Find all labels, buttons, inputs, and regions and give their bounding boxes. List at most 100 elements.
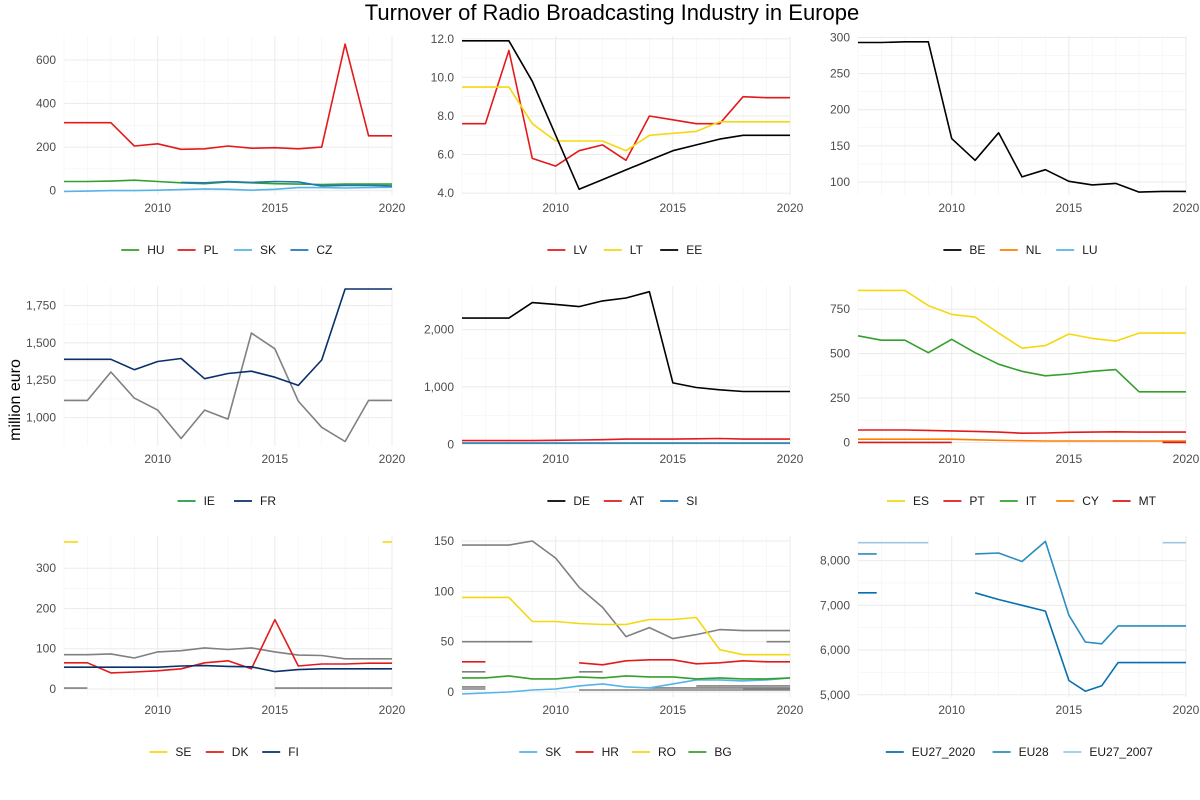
series-line-eu27_2020	[974, 592, 1186, 692]
y-tick-label: 200	[36, 601, 56, 615]
y-tick-label: 300	[830, 30, 850, 44]
series-line-sk	[63, 186, 393, 193]
series-line-lt	[462, 86, 790, 152]
y-tick-label: 50	[441, 635, 455, 649]
x-tick-label: 2010	[144, 703, 171, 717]
legend-label: AT	[630, 494, 645, 508]
y-tick-label: 250	[830, 67, 850, 81]
x-tick-label: 2020	[777, 201, 804, 215]
y-tick-label: 1,500	[26, 336, 56, 350]
x-tick-label: 2020	[1173, 703, 1200, 717]
x-tick-label: 2020	[1173, 452, 1200, 466]
y-tick-label: 5,000	[820, 688, 850, 702]
y-tick-label: 1,000	[424, 380, 454, 394]
legend-label: BE	[969, 243, 985, 257]
legend-label: SI	[686, 494, 697, 508]
y-tick-label: 12.0	[431, 32, 455, 46]
y-tick-label: 400	[36, 97, 56, 111]
panel-8: 0 50 100 150 2010 2015 2020 SK HR RO BG	[434, 534, 804, 759]
series-line-pt	[858, 429, 1186, 434]
legend: SE DK FI	[149, 745, 299, 759]
legend-label: ES	[913, 494, 929, 508]
y-tick-label: 6.0	[437, 148, 454, 162]
y-tick-label: 1,750	[26, 298, 56, 312]
x-tick-label: 2020	[1173, 201, 1200, 215]
series-line-sk	[461, 677, 791, 695]
legend-label: FI	[288, 745, 299, 759]
y-tick-label: 100	[434, 584, 454, 598]
y-tick-label: 2,000	[424, 323, 454, 337]
series-line-it	[857, 335, 1186, 393]
legend: DE AT SI	[547, 494, 698, 508]
series-line-cy	[858, 438, 1186, 442]
y-tick-label: 0	[447, 437, 454, 451]
y-tick-label: 0	[49, 682, 56, 696]
legend-label: HR	[602, 745, 620, 759]
series-line-de	[462, 290, 790, 393]
series-line-other	[64, 647, 392, 660]
legend-label: SK	[260, 243, 276, 257]
legend-label: LV	[573, 243, 587, 257]
y-tick-label: 8,000	[820, 554, 850, 568]
legend: LV LT EE	[547, 243, 702, 257]
series-line-ee	[462, 40, 790, 190]
legend-label: EU28	[1019, 745, 1049, 759]
x-tick-label: 2010	[542, 452, 569, 466]
y-tick-label: 750	[830, 302, 850, 316]
legend-label: EE	[686, 243, 702, 257]
x-tick-label: 2020	[777, 452, 804, 466]
legend-label: DK	[232, 745, 249, 759]
series-line-fi	[64, 664, 392, 673]
series-line-dk	[64, 618, 392, 674]
y-tick-label: 200	[36, 140, 56, 154]
x-tick-label: 2010	[144, 201, 171, 215]
y-tick-label: 150	[434, 534, 454, 548]
y-tick-label: 4.0	[437, 186, 454, 200]
panel-6: 0 250 500 750 2010 2015 2020 ES PT IT CY MT	[830, 286, 1200, 508]
legend: ES PT IT CY MT	[887, 494, 1157, 508]
x-tick-label: 2020	[379, 452, 406, 466]
panel-5: 0 1,000 2,000 2010 2015 2020 DE AT SI	[424, 286, 804, 508]
legend-label: BG	[714, 745, 731, 759]
y-tick-label: 8.0	[437, 109, 454, 123]
series-line-hr	[579, 659, 790, 666]
series-line-be	[858, 41, 1186, 193]
legend: SK HR RO BG	[519, 745, 732, 759]
series-line-other	[64, 332, 392, 443]
y-tick-label: 1,250	[26, 373, 56, 387]
y-tick-label: 500	[830, 347, 850, 361]
y-tick-label: 10.0	[431, 70, 455, 84]
legend: IE FR	[177, 494, 276, 508]
legend-label: DE	[573, 494, 590, 508]
x-tick-label: 2015	[262, 703, 289, 717]
series-line-bg	[462, 675, 791, 680]
legend-label: SK	[545, 745, 561, 759]
x-tick-label: 2015	[1056, 452, 1083, 466]
x-tick-label: 2020	[379, 201, 406, 215]
series-line-other	[462, 540, 790, 640]
legend-label: IT	[1026, 494, 1037, 508]
panels-group: 0 200 400 600 2010 2015 2020 HU PL SK CZ 4.0 6.0 8.0 1…	[26, 30, 1200, 759]
x-tick-label: 2010	[938, 201, 965, 215]
panel-3: 100 150 200 250 300 2010 2015 2020 BE NL LU	[830, 30, 1200, 257]
y-tick-label: 100	[830, 175, 850, 189]
legend-label: PT	[969, 494, 985, 508]
x-tick-label: 2010	[938, 452, 965, 466]
legend: HU PL SK CZ	[121, 243, 332, 257]
y-tick-label: 200	[830, 103, 850, 117]
series-line-eu28	[975, 540, 1186, 645]
x-tick-label: 2020	[777, 703, 804, 717]
legend-label: EU27_2007	[1089, 745, 1153, 759]
y-tick-label: 300	[36, 561, 56, 575]
panel-2: 4.0 6.0 8.0 10.0 12.0 2010 2015 2020 LV LT EE	[431, 32, 804, 257]
y-tick-label: 150	[830, 139, 850, 153]
legend-label: EU27_2020	[912, 745, 976, 759]
legend: BE NL LU	[943, 243, 1098, 257]
series-line-es	[858, 289, 1186, 349]
x-tick-label: 2020	[379, 703, 406, 717]
y-tick-label: 0	[447, 685, 454, 699]
x-tick-label: 2015	[262, 452, 289, 466]
legend-label: CZ	[316, 243, 332, 257]
y-axis-label: million euro	[7, 359, 24, 441]
